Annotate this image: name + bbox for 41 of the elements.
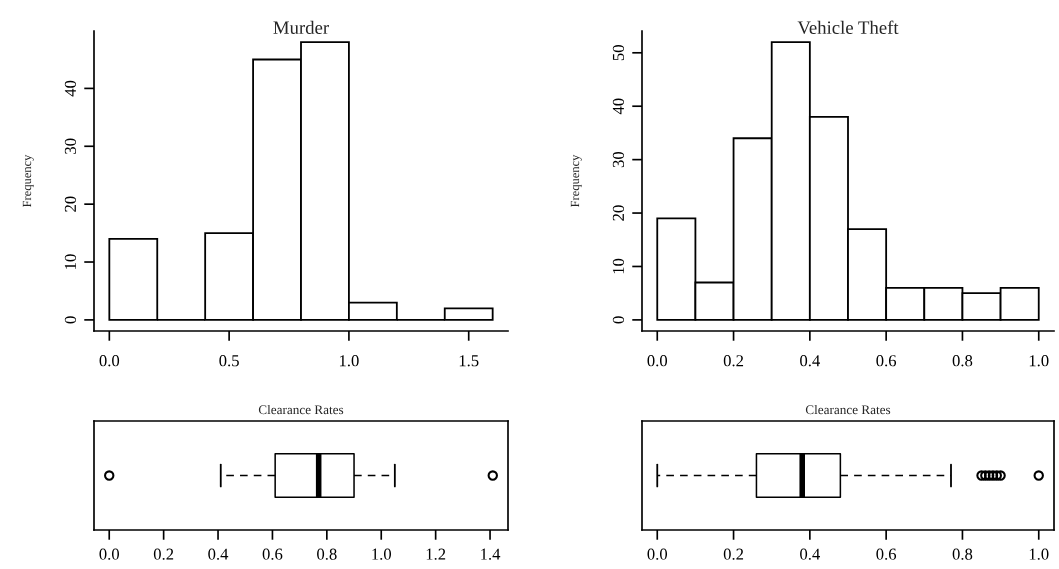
y-tick-label: 30: [64, 138, 77, 154]
y-tick-label: 0: [64, 316, 77, 324]
chart-title: Murder: [273, 20, 329, 34]
x-tick-label: 0.4: [208, 548, 229, 560]
x-tick-label: 0.2: [723, 355, 744, 367]
x-tick-label: 0.0: [647, 548, 668, 560]
y-tick-label: 50: [612, 45, 625, 61]
x-tick-label: 0.5: [219, 355, 239, 367]
chart-title: Clearance Rates: [258, 404, 344, 415]
chart-title: Vehicle Theft: [797, 20, 899, 35]
x-tick-label: 0.0: [99, 355, 120, 367]
x-tick-label: 1.0: [339, 355, 359, 367]
x-tick-label: 0.6: [876, 355, 897, 367]
y-axis-title: Frequency: [570, 154, 582, 208]
x-tick-label: 0.4: [800, 355, 821, 367]
x-tick-label: 0.2: [153, 548, 174, 560]
x-tick-label: 1.5: [459, 355, 479, 367]
chart-title: Clearance Rates: [805, 404, 891, 415]
x-tick-label: 0.4: [800, 548, 821, 560]
x-tick-label: 1.0: [372, 548, 392, 560]
y-tick-label: 20: [612, 205, 625, 221]
y-tick-label: 10: [64, 254, 77, 269]
x-tick-label: 1.2: [426, 548, 446, 560]
x-tick-label: 0.0: [647, 355, 668, 367]
x-tick-label: 1.0: [1029, 548, 1049, 560]
y-tick-label: 30: [612, 151, 625, 168]
y-tick-label: 10: [612, 258, 625, 274]
x-tick-label: 0.0: [99, 548, 120, 560]
y-tick-label: 20: [64, 196, 77, 212]
x-tick-label: 0.8: [952, 355, 973, 367]
x-tick-label: 0.6: [876, 548, 897, 560]
y-axis-title: Frequency: [22, 154, 34, 208]
y-tick-label: 40: [64, 80, 77, 97]
x-tick-label: 0.8: [317, 548, 337, 560]
x-tick-label: 1.4: [481, 548, 501, 560]
y-tick-label: 40: [612, 98, 625, 115]
x-tick-label: 0.2: [723, 548, 744, 560]
x-tick-label: 1.0: [1029, 355, 1049, 367]
y-tick-label: 0: [612, 316, 625, 324]
x-tick-label: 0.6: [262, 548, 283, 560]
x-tick-label: 0.8: [952, 548, 973, 560]
